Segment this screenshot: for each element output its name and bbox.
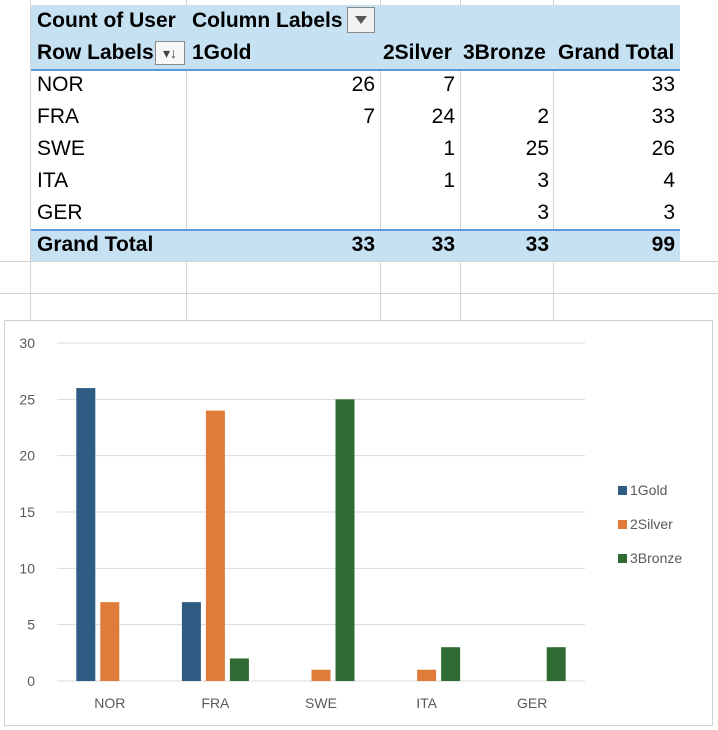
row-label[interactable]: FRA	[37, 105, 79, 128]
bar-3bronze-ita	[441, 647, 461, 681]
row-sort-filter-button[interactable]: ▾↓	[155, 41, 185, 65]
cell-total[interactable]: 33	[651, 73, 675, 96]
pivot-chart[interactable]: 0 5 10 15 20 25 30 NOR FRA SWE ITA GER 1Gold 2Silver 3…	[4, 320, 713, 726]
header-separator	[31, 69, 680, 71]
y-tick-label: 15	[19, 504, 35, 520]
pivot-header-row-2: Row Labels ▾↓ 1Gold 2Silver 3Bronze Gran…	[31, 37, 680, 69]
row-label[interactable]: SWE	[37, 137, 85, 160]
grand-total-label[interactable]: Grand Total	[37, 233, 154, 256]
grand-total-bronze[interactable]: 33	[525, 233, 549, 256]
row-label[interactable]: GER	[37, 201, 83, 224]
cell-total[interactable]: 33	[651, 105, 675, 128]
row-labels-header[interactable]: Row Labels	[37, 41, 154, 64]
y-tick-label: 10	[19, 560, 35, 576]
cell-total[interactable]: 3	[663, 201, 675, 224]
grid-col-line	[186, 0, 187, 320]
pivot-header-row-1: Count of User Column Labels	[31, 5, 680, 37]
bar-2silver-swe	[311, 669, 331, 681]
pivot-row-swe: SWE 1 25 26	[31, 133, 680, 165]
row-label[interactable]: NOR	[37, 73, 84, 96]
pivot-corner-label[interactable]: Count of User	[37, 9, 176, 32]
x-tick-label: GER	[517, 695, 547, 711]
cell-bronze[interactable]: 3	[537, 169, 549, 192]
cell-gold[interactable]: 26	[351, 73, 375, 96]
bar-2silver-fra	[205, 410, 225, 681]
cell-silver[interactable]: 7	[443, 73, 455, 96]
bar-2silver-ita	[417, 669, 437, 681]
bar-3bronze-swe	[335, 399, 355, 681]
y-tick-label: 25	[19, 391, 35, 407]
grand-total-gold[interactable]: 33	[351, 233, 375, 256]
bar-3bronze-ger	[546, 647, 566, 681]
grid-col-line	[380, 0, 381, 320]
x-tick-label: ITA	[416, 695, 437, 711]
grid-row-line	[0, 293, 718, 294]
y-tick-label: 0	[27, 673, 35, 689]
pivot-row-fra: FRA 7 24 2 33	[31, 101, 680, 133]
legend-label-3bronze: 3Bronze	[630, 550, 682, 566]
cell-bronze[interactable]: 3	[537, 201, 549, 224]
total-separator	[31, 229, 680, 231]
legend-swatch-1gold	[618, 486, 627, 495]
bar-1gold-nor	[76, 388, 96, 681]
grand-total-all[interactable]: 99	[651, 233, 675, 256]
grid-col-line	[30, 0, 31, 320]
cell-silver[interactable]: 24	[431, 105, 455, 128]
pivot-row-nor: NOR 26 7 33	[31, 69, 680, 101]
y-tick-label: 30	[19, 335, 35, 351]
cell-silver[interactable]: 1	[443, 137, 455, 160]
grid-col-line	[553, 0, 554, 320]
grid-row-line	[0, 261, 718, 262]
cell-total[interactable]: 26	[651, 137, 675, 160]
grand-total-silver[interactable]: 33	[431, 233, 455, 256]
legend-swatch-3bronze	[618, 554, 627, 563]
cell-gold[interactable]	[291, 133, 375, 165]
pivot-row-ger: GER 3 3	[31, 197, 680, 229]
cell-silver[interactable]: 1	[443, 169, 455, 192]
grand-total-row: Grand Total 33 33 33 99	[31, 229, 680, 261]
sheet-grid	[0, 0, 718, 320]
legend-label-2silver: 2Silver	[630, 516, 673, 532]
x-tick-label: FRA	[201, 695, 230, 711]
bar-3bronze-fra	[229, 658, 249, 681]
legend-label-1gold: 1Gold	[630, 482, 667, 498]
column-header-silver[interactable]: 2Silver	[383, 41, 452, 64]
bar-1gold-fra	[181, 602, 201, 681]
cell-gold[interactable]	[291, 197, 375, 229]
pivot-row-ita: ITA 1 3 4	[31, 165, 680, 197]
cell-gold[interactable]: 7	[363, 105, 375, 128]
x-tick-label: NOR	[94, 695, 125, 711]
legend-swatch-2silver	[618, 520, 627, 529]
y-tick-label: 20	[19, 448, 35, 464]
grid-col-line	[460, 0, 461, 320]
chart-svg: 0 5 10 15 20 25 30 NOR FRA SWE ITA GER 1Gold 2Silver 3…	[19, 335, 682, 711]
cell-bronze[interactable]: 2	[537, 105, 549, 128]
cell-silver[interactable]	[371, 197, 455, 229]
cell-bronze[interactable]: 25	[525, 137, 549, 160]
column-filter-dropdown-button[interactable]	[347, 7, 375, 33]
column-header-grand-total[interactable]: Grand Total	[558, 41, 675, 64]
y-tick-label: 5	[27, 617, 35, 633]
row-label[interactable]: ITA	[37, 169, 69, 192]
column-labels-header[interactable]: Column Labels	[192, 9, 343, 32]
cell-gold[interactable]	[291, 165, 375, 197]
x-tick-label: SWE	[305, 695, 337, 711]
column-header-bronze[interactable]: 3Bronze	[463, 41, 546, 64]
cell-total[interactable]: 4	[663, 169, 675, 192]
column-header-gold[interactable]: 1Gold	[192, 41, 252, 64]
bar-2silver-nor	[100, 602, 120, 681]
cell-bronze[interactable]	[465, 69, 549, 101]
